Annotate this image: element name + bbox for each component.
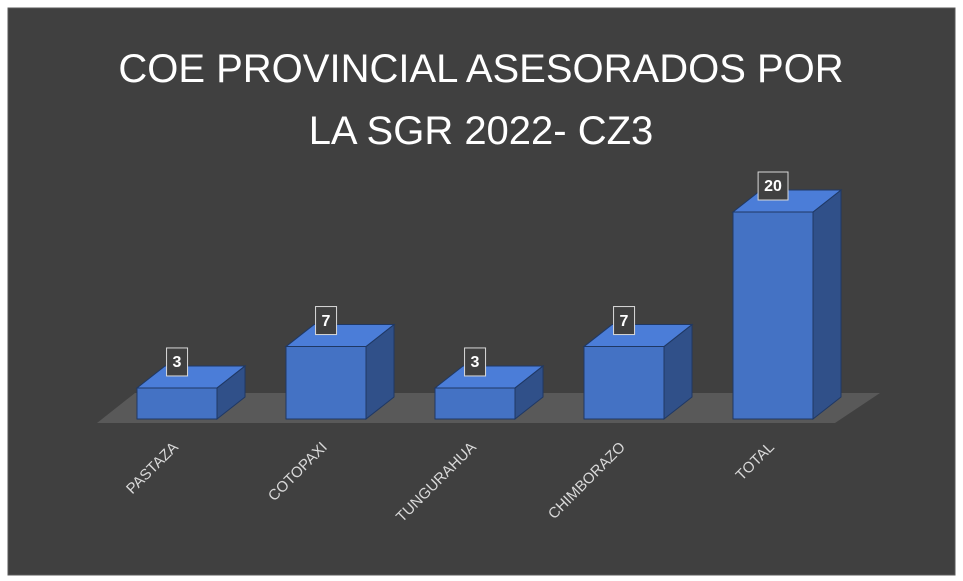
chart-title: COE PROVINCIAL ASESORADOS POR (118, 47, 843, 91)
data-label-box (757, 171, 789, 201)
data-label: 20 (764, 178, 782, 195)
data-label-box (613, 306, 636, 336)
bar (433, 364, 545, 421)
data-label: 7 (322, 313, 331, 330)
data-label: 3 (173, 354, 182, 371)
bar-front (285, 346, 367, 420)
chart-title: LA SGR 2022- CZ3 (309, 109, 654, 153)
data-label-box (315, 306, 338, 336)
bar-top (284, 324, 396, 348)
data-label-box (464, 347, 487, 377)
bar-side (812, 188, 842, 421)
bar-top (433, 365, 545, 389)
bar (731, 188, 843, 421)
bar-top (582, 324, 694, 348)
bar (284, 323, 396, 421)
data-label-box (166, 347, 189, 377)
bar-front (732, 211, 814, 420)
bar-front (434, 387, 516, 420)
bar (135, 364, 247, 421)
bar-top (135, 365, 247, 389)
bar-front (136, 387, 218, 420)
data-label: 3 (471, 354, 480, 371)
bar-front (583, 346, 665, 420)
bar (582, 323, 694, 421)
data-label: 7 (620, 313, 629, 330)
